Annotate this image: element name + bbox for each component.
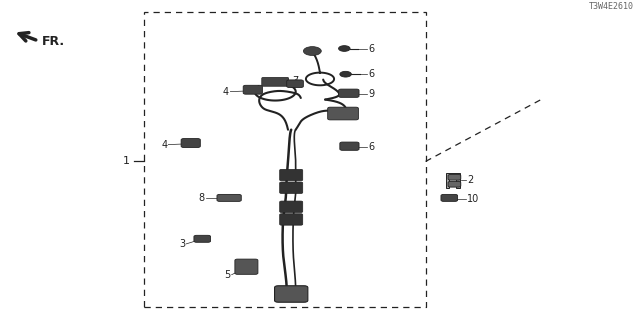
- FancyBboxPatch shape: [243, 85, 262, 94]
- FancyBboxPatch shape: [287, 80, 303, 88]
- Text: 6: 6: [369, 69, 375, 79]
- FancyBboxPatch shape: [340, 142, 359, 150]
- FancyBboxPatch shape: [339, 89, 359, 97]
- FancyBboxPatch shape: [262, 77, 289, 86]
- Circle shape: [303, 47, 321, 55]
- Text: 6: 6: [369, 44, 375, 53]
- FancyBboxPatch shape: [280, 214, 303, 225]
- FancyBboxPatch shape: [280, 169, 303, 181]
- FancyBboxPatch shape: [217, 195, 241, 201]
- Text: 4: 4: [223, 87, 229, 97]
- Text: 9: 9: [369, 89, 375, 99]
- Text: 7: 7: [292, 76, 299, 86]
- FancyBboxPatch shape: [280, 182, 303, 194]
- Text: 6: 6: [369, 142, 375, 152]
- FancyBboxPatch shape: [441, 195, 458, 201]
- Text: 1: 1: [123, 156, 130, 166]
- FancyBboxPatch shape: [235, 259, 258, 274]
- Text: 2: 2: [467, 175, 474, 186]
- Polygon shape: [446, 172, 460, 188]
- Text: 4: 4: [161, 140, 168, 150]
- Text: 3: 3: [179, 239, 186, 249]
- Text: 10: 10: [467, 195, 479, 204]
- Circle shape: [340, 71, 351, 77]
- Text: FR.: FR.: [42, 35, 65, 48]
- Bar: [144, 12, 426, 307]
- FancyBboxPatch shape: [181, 139, 200, 148]
- FancyBboxPatch shape: [275, 286, 308, 302]
- Text: T3W4E2610: T3W4E2610: [589, 2, 634, 11]
- FancyBboxPatch shape: [448, 174, 461, 180]
- Circle shape: [339, 46, 350, 52]
- FancyBboxPatch shape: [194, 235, 211, 242]
- FancyBboxPatch shape: [448, 181, 461, 187]
- FancyBboxPatch shape: [328, 107, 358, 120]
- FancyBboxPatch shape: [280, 201, 303, 212]
- Text: 8: 8: [198, 193, 205, 203]
- Text: 5: 5: [224, 270, 230, 280]
